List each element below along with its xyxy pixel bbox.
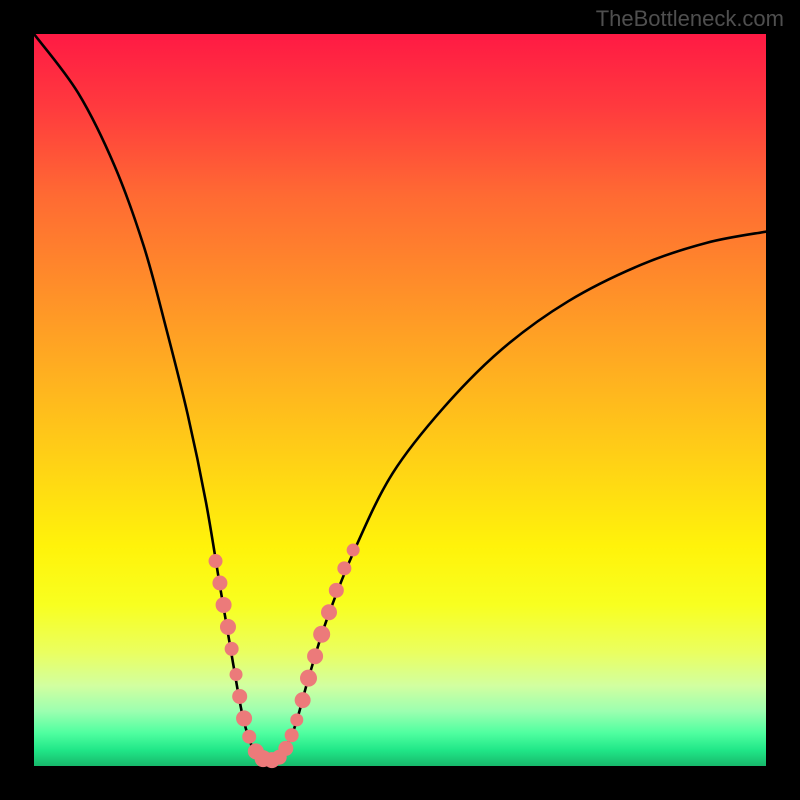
marker-right-8 <box>329 583 344 598</box>
watermark-text: TheBottleneck.com <box>596 6 784 32</box>
marker-right-10 <box>347 544 360 557</box>
marker-right-7 <box>321 604 337 620</box>
marker-left-8 <box>242 730 256 744</box>
marker-left-4 <box>225 642 239 656</box>
marker-left-7 <box>236 710 252 726</box>
marker-left-0 <box>209 554 223 568</box>
marker-left-2 <box>216 597 232 613</box>
marker-right-9 <box>337 561 351 575</box>
marker-left-1 <box>212 576 227 591</box>
marker-right-6 <box>313 626 330 643</box>
marker-left-5 <box>230 668 243 681</box>
marker-right-3 <box>295 692 311 708</box>
marker-right-0 <box>278 741 293 756</box>
chart-container: TheBottleneck.com <box>0 0 800 800</box>
bottleneck-curve-chart <box>0 0 800 800</box>
marker-right-5 <box>307 648 323 664</box>
marker-right-1 <box>285 728 299 742</box>
marker-left-3 <box>220 619 236 635</box>
marker-right-2 <box>290 713 303 726</box>
marker-right-4 <box>300 670 317 687</box>
plot-background <box>34 34 766 766</box>
marker-left-6 <box>232 689 247 704</box>
